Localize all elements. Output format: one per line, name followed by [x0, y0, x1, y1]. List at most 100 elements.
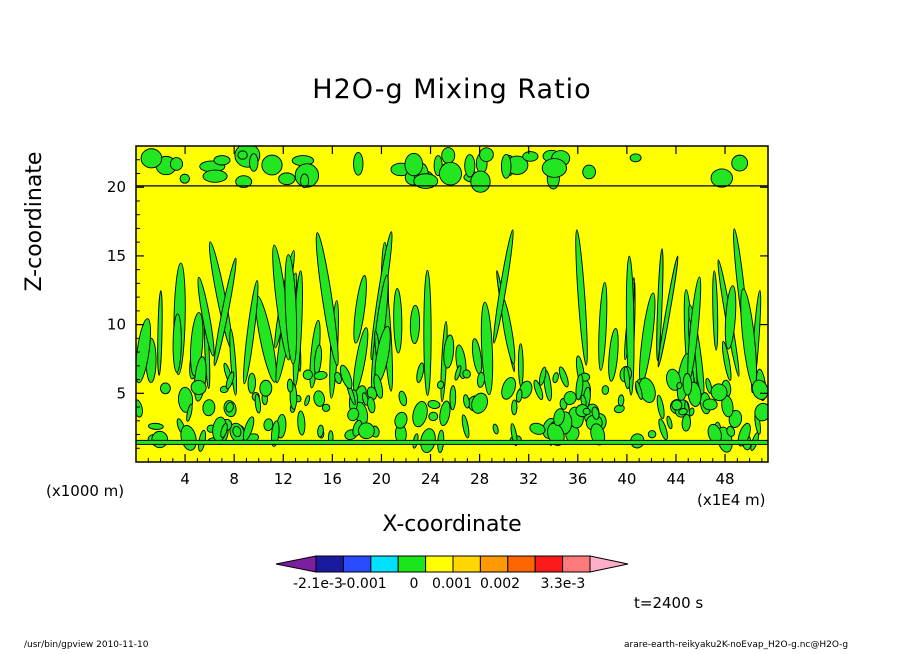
y-tick-label: 5	[116, 384, 126, 402]
lower-anomaly	[462, 369, 471, 379]
time-label: t=2400 s	[634, 594, 704, 612]
plume-anomaly	[721, 340, 732, 381]
lower-anomaly	[416, 362, 425, 383]
lower-anomaly	[666, 415, 673, 430]
lower-anomaly	[428, 411, 439, 422]
plot-frame	[135, 145, 769, 463]
upper-anomaly	[235, 175, 253, 188]
plume-anomaly	[724, 285, 737, 350]
colorbar-cell	[370, 555, 399, 573]
lower-anomaly	[476, 371, 485, 388]
field-layer	[136, 146, 768, 462]
plume-anomaly	[517, 343, 524, 388]
lower-anomaly	[436, 380, 445, 390]
plume-anomaly	[315, 232, 339, 366]
lower-anomaly	[463, 394, 470, 409]
lower-anomaly	[449, 385, 457, 411]
upper-anomaly	[261, 154, 283, 176]
lower-anomaly	[658, 418, 668, 441]
plume-anomaly	[598, 281, 608, 371]
lower-anomaly	[321, 403, 331, 412]
lower-anomaly	[220, 423, 228, 438]
lower-anomaly	[232, 425, 242, 438]
lower-anomaly	[358, 422, 375, 440]
lower-anomaly	[259, 379, 273, 397]
upper-anomaly	[353, 151, 364, 176]
lower-anomaly	[202, 399, 216, 417]
plume-anomaly	[229, 328, 238, 396]
colorbar-label: -2.1e-3	[293, 576, 343, 592]
plume-anomaly	[575, 229, 588, 366]
x-tick-label: 28	[470, 470, 489, 488]
plume-anomaly	[493, 229, 514, 344]
colorbar-label: 0.002	[480, 576, 521, 592]
lower-anomaly	[553, 408, 565, 427]
plume-anomaly	[608, 327, 619, 382]
colorbar-cell	[342, 555, 372, 573]
plume-anomaly	[284, 254, 298, 365]
lower-anomaly	[671, 399, 683, 411]
upper-anomaly	[278, 172, 296, 186]
chart-title: H2O-g Mixing Ratio	[312, 74, 592, 105]
lower-anomaly	[334, 371, 342, 385]
footer-file-name: arare-earth-reikyaku2K-noEvap_H2O-g.nc@H…	[624, 640, 849, 650]
y-tick-label: 20	[107, 178, 126, 196]
x-tick-label: 16	[323, 470, 342, 488]
colorbar-cell	[452, 555, 481, 573]
x-tick-label: 36	[568, 470, 587, 488]
upper-anomaly	[202, 169, 228, 183]
lower-anomaly	[454, 365, 462, 381]
lower-anomaly	[601, 385, 610, 395]
x-tick-label: 44	[666, 470, 685, 488]
plume-anomaly	[353, 275, 367, 344]
upper-anomaly	[300, 173, 310, 189]
upper-anomaly	[541, 158, 567, 178]
lower-anomaly	[302, 369, 313, 380]
x-tick-label: 12	[274, 470, 293, 488]
lower-anomaly	[361, 392, 369, 406]
plume-anomaly	[423, 269, 432, 397]
plume-anomaly	[443, 334, 455, 369]
lower-anomaly	[225, 402, 234, 413]
lower-anomaly	[254, 393, 262, 414]
lower-anomaly	[623, 366, 630, 390]
lower-anomaly	[347, 407, 360, 422]
upper-anomaly	[522, 151, 539, 162]
lower-anomaly	[304, 395, 311, 407]
lower-anomaly	[439, 400, 451, 427]
upper-anomaly	[710, 168, 733, 188]
x-tick-label: 20	[372, 470, 391, 488]
colorbar-cell	[534, 555, 564, 573]
upper-anomaly	[731, 154, 749, 172]
lower-anomaly	[575, 374, 584, 401]
plume-anomaly	[393, 288, 403, 354]
colorbar-label: 0.001	[432, 576, 473, 592]
colorbar-cell	[507, 555, 536, 573]
y-axis-unit: (x1000 m)	[46, 482, 125, 500]
lower-anomaly	[754, 402, 768, 422]
colorbar-high-arrow	[589, 555, 629, 573]
lower-anomaly	[529, 422, 546, 435]
lower-anomaly	[412, 400, 428, 428]
lower-anomaly	[656, 394, 665, 420]
lower-anomaly	[678, 408, 688, 416]
x-tick-label: 24	[421, 470, 440, 488]
upper-anomaly	[179, 173, 190, 184]
lower-anomaly	[367, 396, 376, 414]
upper-anomaly	[441, 147, 456, 164]
upper-anomaly	[500, 153, 512, 179]
plume-anomaly	[197, 276, 215, 357]
lower-anomaly	[263, 418, 274, 432]
lower-anomaly	[726, 426, 736, 437]
upper-anomaly	[479, 147, 494, 162]
x-axis-unit: (x1E4 m)	[697, 491, 766, 509]
lower-anomaly	[591, 406, 600, 420]
lower-anomaly	[751, 379, 768, 400]
plume-anomaly	[172, 313, 182, 373]
lower-anomaly	[647, 430, 657, 439]
plume-anomaly	[157, 290, 163, 376]
lower-anomaly	[186, 403, 193, 422]
colorbar-cell	[397, 555, 427, 573]
upper-anomaly	[237, 150, 248, 160]
